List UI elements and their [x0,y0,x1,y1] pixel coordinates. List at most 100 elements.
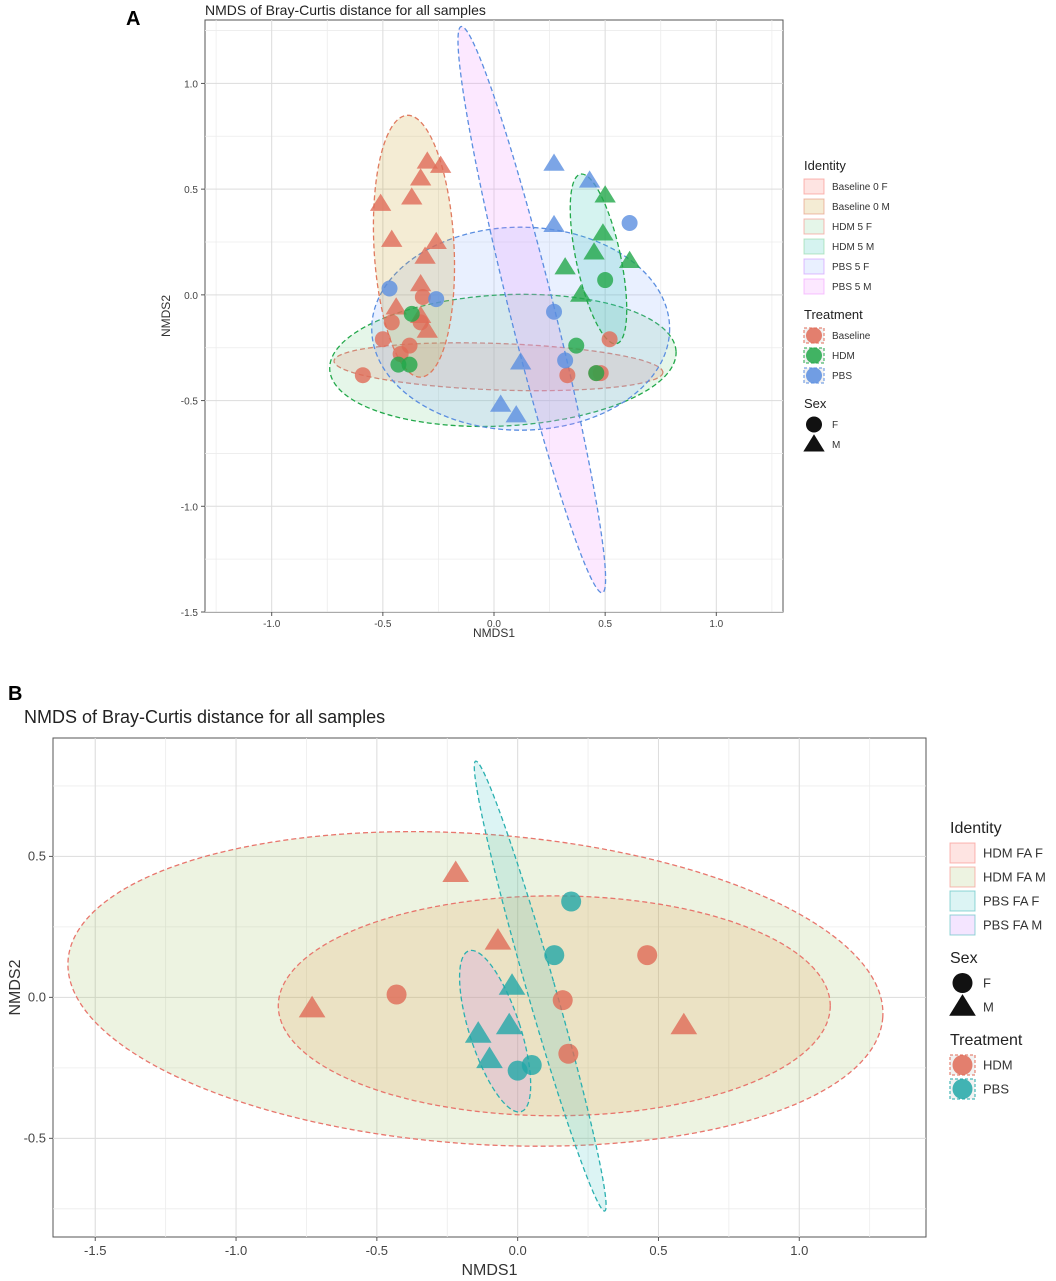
chart-a-point-circle [381,280,398,297]
chart-b-legend-sex-title: Sex [950,950,978,967]
chart-a-legend: Identity Baseline 0 F Baseline 0 M HDM 5 F H… [803,158,890,452]
chart-b-point-triangle [670,1012,698,1035]
chart-b-point-triangle [298,995,326,1018]
chart-a-legend-identity-key [803,178,825,195]
chart-a-point-triangle [369,193,392,211]
chart-a-point-triangle [570,284,592,302]
chart-b-ellipse-hdm-fa-m [67,830,884,1147]
chart-a-legend-sex-circle [806,416,822,433]
chart-b-legend-sex-label: M [983,999,994,1014]
chart-a-x-tick-label: -0.5 [374,619,392,630]
chart-b-x-tick-label: -0.5 [366,1243,388,1258]
chart-a-point-triangle [543,153,565,171]
chart-b-point-triangle [484,928,512,950]
chart-a-legend-identity-key [803,218,825,235]
chart-b-x-tick-label: -1.5 [84,1243,106,1258]
chart-a-point-triangle [594,185,616,203]
chart-b-legend-identity-title: Identity [950,820,1002,837]
chart-a-point-circle [374,331,391,348]
chart-a-point-circle [354,367,371,384]
chart-b-grid [53,738,926,1237]
chart-a-points [354,151,641,423]
chart-a-point-circle [383,314,400,331]
chart-b-point-triangle [476,1046,503,1069]
chart-a-point-triangle [510,352,532,370]
chart-b-legend-treatment-title: Treatment [950,1032,1023,1049]
chart-a-point-circle [597,272,614,289]
chart-a-y-tick-label: -1.5 [181,608,199,619]
chart-b-point-circle [521,1055,542,1076]
chart-a-legend-treatment-dot [806,367,822,384]
chart-a-y-tick-label: -1.0 [181,502,199,513]
chart-b-x-tick-label: 1.0 [790,1243,808,1258]
chart-b-y-axis-label: NMDS2 [7,959,24,1015]
chart-b-legend-identity-key [949,890,976,912]
chart-b-point-triangle [442,860,470,883]
chart-a-y-tick-label: 0.0 [184,291,198,302]
chart-a-point-circle [414,288,431,305]
chart-a-point-circle [390,356,407,373]
chart-b-x-tick-label: 0.5 [649,1243,667,1258]
chart-b-point-triangle [495,1012,523,1035]
chart-a-legend-identity-label: Baseline 0 F [832,182,888,193]
chart-b-legend-identity-key [949,842,976,864]
chart-a-y-tick-label: 1.0 [184,79,198,90]
chart-b-legend-identity-key [949,914,976,936]
chart-b-point-circle [637,945,658,966]
chart-b-point-triangle [464,1021,492,1043]
chart-a-point-triangle [618,250,641,268]
chart-b-legend-treatment-dot [952,1079,973,1099]
chart-a-point-triangle [416,320,438,338]
chart-a-ellipse-baseline-0-f [333,342,664,392]
chart-a-point-triangle [414,246,436,264]
chart-b-x-tick-label: -1.0 [225,1243,247,1258]
chart-a-legend-identity-key [803,198,825,215]
panel-a-letter: A [126,8,141,30]
chart-b-y-tick-label: -0.5 [24,1130,46,1145]
chart-a-point-circle [601,331,618,348]
chart-a-point-circle [546,303,563,320]
chart-a-point-triangle [543,214,565,233]
chart-b-x-axis-label: NMDS1 [461,1262,517,1279]
chart-a-x-tick-label: 0.5 [598,619,612,630]
chart-a-legend-treatment-label: Baseline [832,331,871,342]
chart-b-legend-identity-key [949,866,976,888]
chart-b-point-triangle [498,973,526,995]
chart-a-point-circle [559,367,576,384]
chart-a-legend-treatment-label: PBS [832,371,852,382]
chart-b-legend-identity-label: HDM FA F [983,845,1043,860]
chart-b-title: NMDS of Bray-Curtis distance for all sam… [24,707,385,727]
chart-a-point-triangle [409,168,432,186]
chart-a-legend-identity-title: Identity [804,158,846,173]
chart-a-legend-sex-label: F [832,420,838,431]
chart-b-point-circle [386,984,407,1005]
chart-a-legend-treatment-dot [806,347,822,364]
chart-a-x-tick-label: -1.0 [263,619,281,630]
chart-a-point-triangle [416,151,438,169]
chart-b-legend-sex-label: F [983,975,991,990]
chart-a-legend-identity-label: HDM 5 M [832,242,874,253]
chart-a-point-triangle [385,297,407,315]
chart-a-legend-identity-label: Baseline 0 M [832,202,890,213]
chart-a-legend-identity-key [803,238,825,255]
chart-b-y-tick-label: 0.5 [28,848,46,863]
chart-a-legend-sex-triangle [803,434,825,452]
chart-a-y-tick-label: 0.5 [184,185,198,196]
chart-b-point-circle [558,1043,579,1064]
nmds-chart-b: NMDS of Bray-Curtis distance for all sam… [7,707,1046,1279]
chart-a-legend-identity-key [803,278,825,295]
chart-a-legend-treatment-title: Treatment [804,307,863,322]
chart-b-plot-area [52,737,927,1238]
chart-a-legend-sex-label: M [832,440,840,451]
chart-a-point-circle [588,365,605,382]
chart-b-point-circle [544,945,565,966]
chart-b-legend-identity-label: PBS FA M [983,917,1042,932]
chart-a-point-circle [621,214,638,231]
chart-a-y-axis-label: NMDS2 [159,295,173,337]
chart-a-x-tick-label: 1.0 [709,619,723,630]
chart-a-legend-identity-label: PBS 5 M [832,282,871,293]
chart-a-title: NMDS of Bray-Curtis distance for all sam… [205,2,486,18]
chart-a-x-axis-label: NMDS1 [473,626,515,640]
chart-a-legend-identity-key [803,258,825,275]
chart-a-point-triangle [583,242,605,260]
